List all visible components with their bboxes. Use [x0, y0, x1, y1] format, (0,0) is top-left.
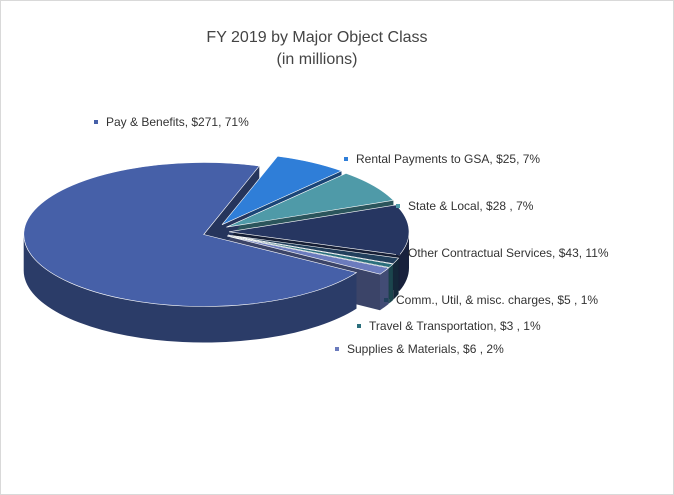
slice-side — [389, 264, 393, 304]
data-label: Other Contractual Services, $43, 11% — [408, 246, 609, 260]
chart-title: FY 2019 by Major Object Class — [206, 29, 427, 46]
chart-subtitle: (in millions) — [277, 51, 358, 68]
data-label: Travel & Transportation, $3 , 1% — [369, 319, 541, 333]
legend-marker — [344, 157, 348, 161]
slice — [226, 172, 395, 228]
data-label: Pay & Benefits, $271, 71% — [106, 115, 249, 129]
slice — [227, 235, 390, 275]
legend-marker — [384, 298, 388, 302]
data-label: State & Local, $28 , 7% — [408, 199, 534, 213]
slice-side — [393, 258, 399, 300]
data-label: Supplies & Materials, $6 , 2% — [347, 342, 504, 356]
legend-marker — [396, 204, 400, 208]
legend-marker — [94, 120, 98, 124]
legend-marker — [396, 251, 400, 255]
data-label: Rental Payments to GSA, $25, 7% — [356, 152, 540, 166]
legend-marker — [335, 347, 339, 351]
slice — [227, 235, 394, 268]
legend-marker — [357, 324, 361, 328]
data-label: Comm., Util, & misc. charges, $5 , 1% — [396, 293, 598, 307]
slice — [23, 162, 358, 307]
slice — [228, 234, 400, 265]
slice-side — [380, 268, 389, 311]
slice-side — [23, 234, 357, 343]
slice — [221, 155, 343, 225]
slice-side — [399, 231, 409, 291]
